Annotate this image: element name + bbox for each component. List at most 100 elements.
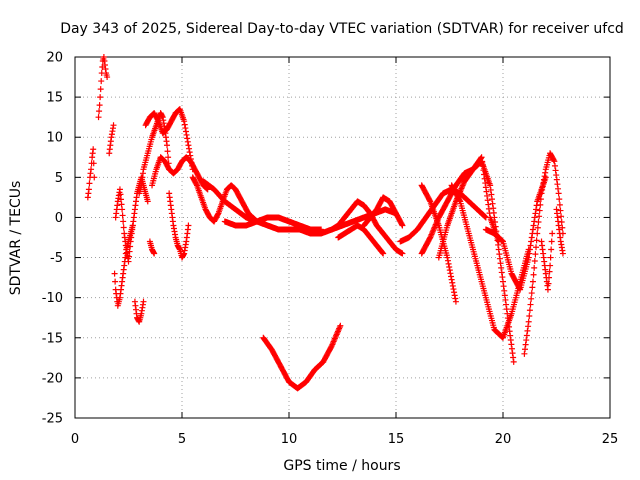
data-point (477, 155, 484, 162)
data-point (448, 273, 455, 280)
data-point (144, 198, 151, 205)
data-point (547, 254, 554, 261)
data-point (544, 286, 551, 293)
y-tick-label: -15 (42, 331, 63, 346)
x-tick-label: 0 (71, 432, 79, 447)
data-point (528, 238, 535, 245)
data-point (529, 278, 536, 285)
data-point (126, 248, 133, 255)
data-point (151, 250, 158, 257)
y-tick-label: -20 (42, 371, 63, 386)
y-tick-label: -5 (50, 251, 63, 266)
data-point (452, 298, 459, 305)
data-point (120, 218, 127, 225)
data-point (125, 258, 132, 265)
data-point (531, 264, 538, 271)
data-point (531, 214, 538, 221)
data-point (186, 149, 193, 156)
data-point (523, 337, 530, 344)
data-point (501, 292, 508, 299)
series-arc-8 (142, 106, 196, 173)
data-point (318, 226, 325, 233)
data-point (478, 154, 485, 161)
data-point (551, 162, 558, 169)
data-point (485, 205, 492, 212)
series-arc-1 (84, 146, 98, 201)
data-point (530, 271, 537, 278)
data-point (535, 219, 542, 226)
data-point (187, 152, 194, 159)
data-point (554, 181, 561, 188)
data-marks (84, 54, 566, 392)
data-point (542, 169, 549, 176)
y-tick-label: 10 (46, 131, 63, 146)
data-point (532, 210, 539, 217)
data-point (525, 318, 532, 325)
data-point (526, 246, 533, 253)
data-point (98, 78, 105, 85)
data-point (546, 274, 553, 281)
data-point (185, 222, 192, 229)
data-point (214, 211, 221, 218)
data-point (533, 206, 540, 213)
data-point (525, 323, 532, 330)
data-point (104, 74, 111, 81)
data-point (500, 278, 506, 285)
series-arc-27 (553, 206, 566, 257)
chart-title: Day 343 of 2025, Sidereal Day-to-day VTE… (60, 21, 624, 37)
data-point (550, 157, 557, 164)
data-point (552, 167, 559, 174)
data-point (540, 180, 547, 187)
data-point (526, 313, 533, 320)
data-point (426, 197, 433, 204)
data-point (452, 295, 459, 302)
data-point (546, 268, 553, 275)
data-point (154, 117, 161, 124)
series-arc-22 (435, 154, 502, 261)
data-point (523, 332, 530, 339)
data-point (537, 201, 544, 208)
data-point (95, 114, 102, 121)
data-point (85, 186, 92, 193)
series-arc-26 (538, 230, 556, 293)
data-point (503, 301, 510, 308)
data-point (526, 250, 533, 257)
data-point (533, 244, 540, 251)
data-point (112, 278, 119, 285)
data-point (555, 185, 562, 192)
data-point (182, 128, 189, 135)
data-point (450, 286, 457, 293)
y-tick-label: 20 (46, 51, 63, 66)
data-point (556, 201, 563, 208)
data-point (484, 197, 491, 204)
series-arc-16 (335, 222, 387, 257)
series-arc-6 (131, 298, 147, 325)
data-point (446, 264, 453, 271)
data-point (183, 131, 190, 138)
data-point (184, 135, 191, 142)
data-point (193, 181, 200, 188)
data-point (522, 346, 529, 353)
y-axis-label: SDTVAR / TECUs (8, 181, 24, 296)
data-point (164, 142, 171, 149)
data-point (482, 180, 489, 187)
data-point (482, 184, 489, 191)
data-point (182, 125, 189, 132)
data-point (495, 241, 502, 248)
series-arc-14 (221, 214, 325, 233)
data-point (126, 253, 133, 260)
data-point (498, 264, 505, 271)
data-point (181, 118, 188, 125)
series-arc-7 (136, 110, 173, 197)
data-point (502, 296, 509, 303)
series-arc-2 (95, 54, 111, 121)
data-point (116, 186, 123, 193)
data-point (399, 222, 406, 229)
data-point (117, 191, 124, 198)
data-point (127, 243, 134, 250)
data-point (487, 182, 494, 189)
data-point (501, 287, 508, 294)
data-point (545, 280, 552, 287)
x-tick-label: 5 (178, 432, 186, 447)
